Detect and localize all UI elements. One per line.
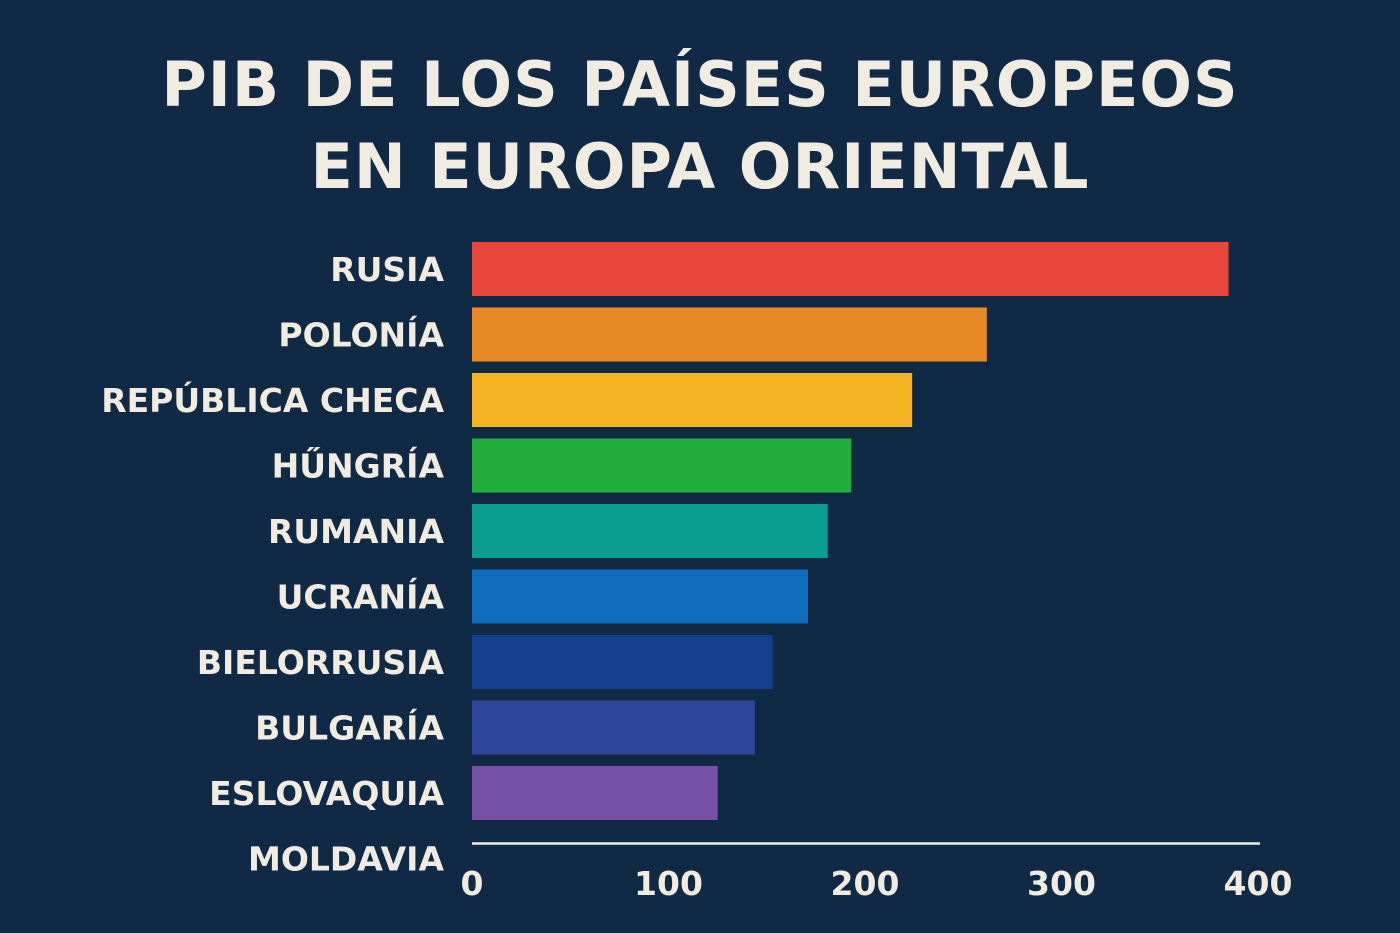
category-label: REPÚBLICA CHECA <box>101 380 444 420</box>
bar-rep-blica-checa <box>472 373 913 427</box>
bar-h-ngr-a <box>472 438 852 493</box>
x-tick-label: 100 <box>634 864 703 903</box>
category-label: BULGARÍA <box>255 708 444 748</box>
category-label: MOLDAVIA <box>248 840 444 879</box>
bar-bielorrusia <box>472 635 773 689</box>
chart-title-line-1: PIB DE LOS PAÍSES EUROPEOS <box>161 48 1239 121</box>
category-label: ESLOVAQUIA <box>209 774 444 813</box>
category-label: HŰNGRÍA <box>272 446 445 486</box>
x-tick-label: 300 <box>1027 864 1096 903</box>
bar-rusia <box>472 242 1229 296</box>
x-tick-label: 0 <box>461 864 484 903</box>
bar-polon-a <box>472 307 987 362</box>
category-label: RUSIA <box>330 250 444 289</box>
category-label: UCRANÍA <box>277 577 445 617</box>
bar-bulgar-a <box>472 700 755 755</box>
x-tick-label: 200 <box>831 864 900 903</box>
bar-rumania <box>472 504 828 558</box>
category-label: POLONÍA <box>278 315 444 355</box>
x-tick-label: 400 <box>1224 864 1293 903</box>
chart-title-line-2: EN EUROPA ORIENTAL <box>310 130 1090 203</box>
bar-ucran-a <box>472 569 809 624</box>
category-label: BIELORRUSIA <box>197 643 445 682</box>
category-label: RUMANIA <box>268 512 444 551</box>
chart-title: PIB DE LOS PAÍSES EUROPEOS EN EUROPA ORI… <box>150 44 1250 208</box>
bar-eslovaquia <box>472 766 718 820</box>
